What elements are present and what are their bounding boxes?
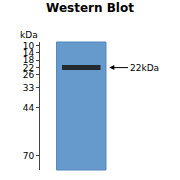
svg-text:70: 70 <box>23 151 35 161</box>
svg-text:18: 18 <box>23 55 35 65</box>
svg-text:22: 22 <box>23 63 34 73</box>
svg-text:44: 44 <box>23 103 35 113</box>
svg-text:kDa: kDa <box>20 30 38 40</box>
svg-text:14: 14 <box>23 48 35 58</box>
svg-text:10: 10 <box>23 41 35 51</box>
svg-text:22kDa: 22kDa <box>130 63 159 73</box>
svg-text:26: 26 <box>23 70 35 80</box>
svg-text:Western Blot: Western Blot <box>46 1 134 15</box>
svg-text:33: 33 <box>23 83 34 93</box>
